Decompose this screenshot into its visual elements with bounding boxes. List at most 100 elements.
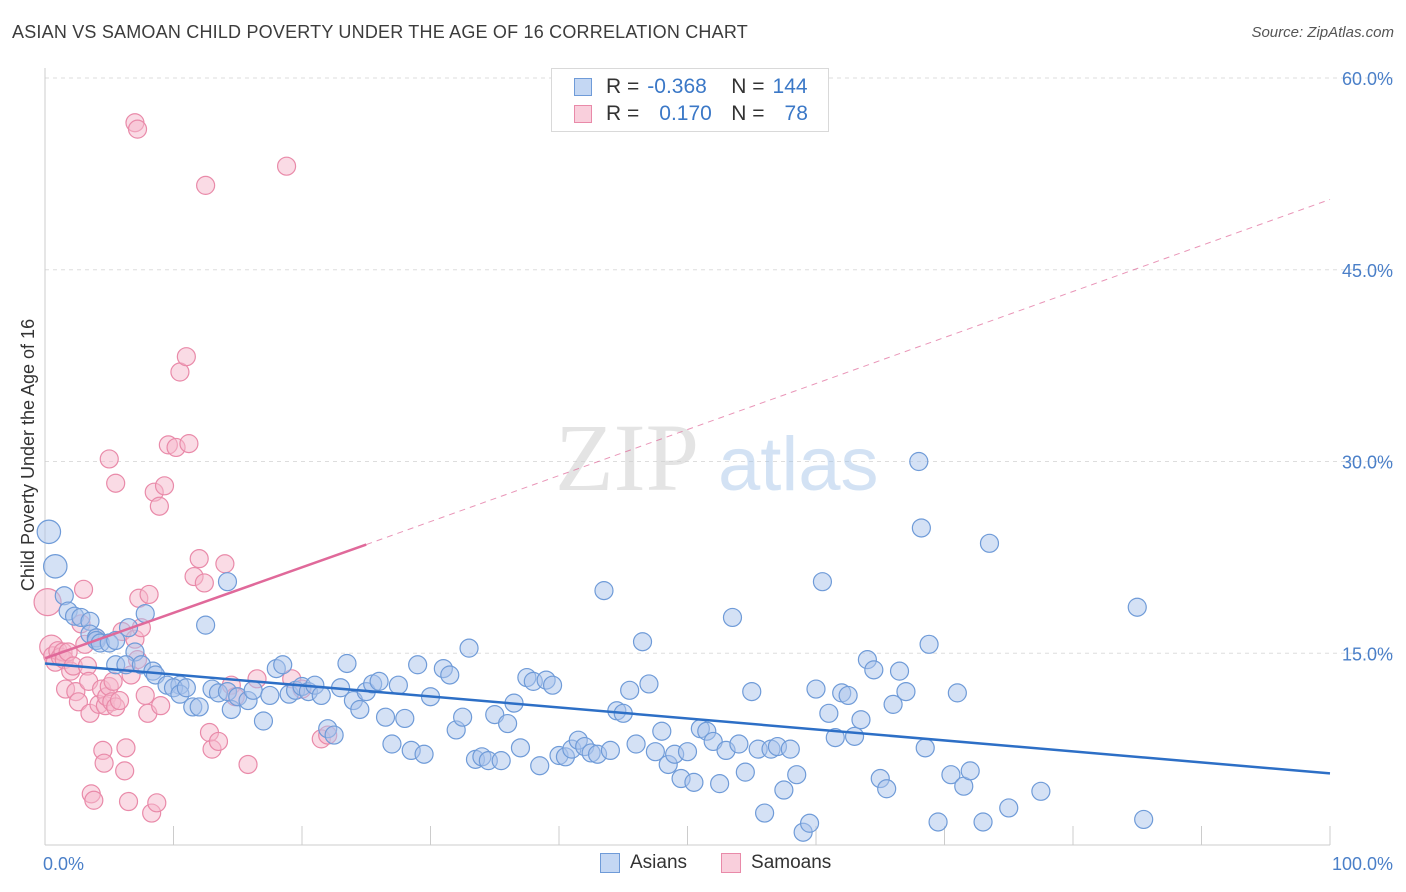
asian-point [337,653,357,674]
correlation-legend: R = -0.368 N = 144 R = 0.170 N = 78 [551,68,829,132]
asian-point [915,738,935,758]
asian-point [838,685,858,706]
asian-points [36,451,1154,842]
samoan-trend-extension [366,198,1331,546]
asian-point [999,798,1019,818]
chart-title: ASIAN VS SAMOAN CHILD POVERTY UNDER THE … [12,22,748,42]
trend-lines [44,198,1331,775]
samoan-point [147,793,167,813]
axes [44,68,1331,846]
asian-point [787,765,807,785]
tick-labels: 15.0% 30.0% 45.0% 60.0% 0.0% 100.0% [43,69,1393,874]
legend-samoan-r-value: 0.170 [659,102,712,125]
series-label-samoans: Samoans [751,852,832,873]
samoan-point [179,434,199,454]
samoan-trend-line [44,543,367,660]
samoan-point [276,156,297,176]
asian-point [369,671,389,691]
asian-point [677,742,698,762]
gridlines [45,77,1393,654]
asian-point [382,734,402,754]
legend-asian-r-value: -0.368 [647,75,707,98]
asian-point [645,742,665,762]
asian-point [196,615,216,635]
samoan-point [151,696,171,716]
asian-point [819,703,839,723]
asian-point [530,756,550,776]
samoan-point [115,761,135,781]
asian-point [742,681,762,702]
legend-samoan-r-label: R = [606,102,640,125]
asian-point [684,772,704,792]
asian-point [600,740,621,761]
asian-point [273,655,293,675]
asian-point [947,683,967,703]
asian-point [799,813,820,833]
asian-point [909,451,929,472]
series-legend-samoans: Samoans [721,852,831,874]
y-axis-label: Child Poverty Under the Age of 16 [18,319,38,591]
asian-point [388,675,408,695]
samoan-point [84,790,104,810]
asian-point [491,751,511,771]
asian-point [253,711,274,731]
asian-point [440,665,460,685]
samoan-point [208,731,229,752]
samoan-point [149,496,169,516]
asian-point [350,699,370,720]
legend-swatch-asian [574,78,592,96]
samoan-point [135,685,155,706]
asian-point [408,655,428,675]
asian-point [806,679,826,699]
asian-point [414,744,434,764]
y-tick-label: 30.0% [1342,453,1393,473]
samoan-point [94,753,114,773]
series-legend: Asians Samoans [600,852,865,874]
asian-point [864,660,884,680]
samoan-point [194,573,214,593]
asian-point [889,661,910,681]
asian-point [510,738,531,758]
legend-asian-n-value: 144 [772,75,808,98]
samoan-point [154,476,175,496]
asian-point [825,728,845,748]
asian-point [883,694,903,714]
samoan-point [238,754,258,775]
asian-point [877,779,897,799]
samoan-point [99,449,119,469]
watermark-atlas: atlas [718,422,879,507]
asian-point [324,725,344,745]
legend-swatch-samoan [574,105,592,123]
asian-point [960,761,980,781]
asian-point [780,739,800,759]
asian-point [844,726,865,746]
x-tick-label: 0.0% [43,854,84,874]
samoan-point [139,584,159,605]
samoan-point [189,549,209,569]
asian-point [311,685,331,706]
asian-point [851,710,871,730]
y-tick-label: 15.0% [1342,644,1393,664]
asian-point [1127,597,1147,617]
asian-point [1134,809,1154,830]
asian-point [395,708,415,729]
series-swatch-samoans [721,853,742,873]
asian-point [42,554,68,579]
samoan-point [196,175,216,195]
samoan-point [127,119,148,139]
asian-point [941,765,961,785]
asian-point [217,572,238,592]
asian-point [896,681,916,702]
legend-samoan-n-value: 78 [784,102,808,125]
asian-point [620,680,640,700]
x-tick-label: 100.0% [1332,854,1393,874]
asian-point [722,607,743,628]
asian-point [774,780,794,800]
asian-point [928,812,948,832]
samoan-point [106,473,126,493]
samoan-point [215,554,235,574]
asian-point [260,685,280,706]
watermark-zip: ZIP [555,404,699,511]
asian-point [498,713,518,734]
